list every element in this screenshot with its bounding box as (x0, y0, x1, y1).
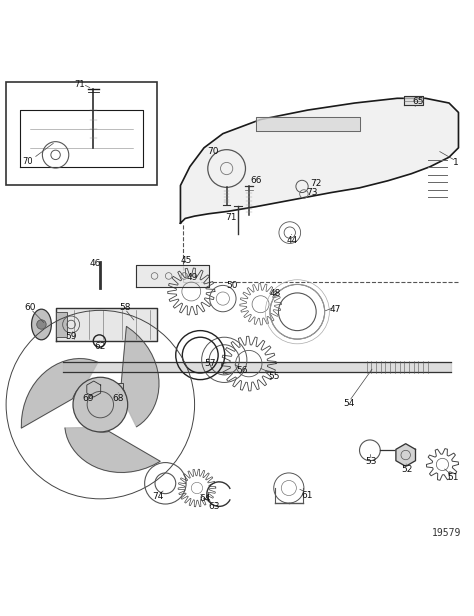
Bar (6, 82, 157, 185)
Text: 66: 66 (250, 176, 262, 185)
Text: 72: 72 (310, 179, 322, 188)
Polygon shape (136, 265, 209, 287)
Text: 61: 61 (301, 491, 312, 500)
Polygon shape (181, 99, 458, 223)
Polygon shape (65, 428, 160, 472)
Text: 51: 51 (447, 473, 458, 482)
Text: 62: 62 (95, 342, 106, 351)
Text: 65: 65 (413, 97, 424, 106)
Text: 63: 63 (209, 503, 220, 511)
Text: 71: 71 (226, 213, 237, 222)
Circle shape (36, 320, 46, 329)
Text: 58: 58 (119, 302, 131, 312)
Text: 73: 73 (307, 188, 318, 197)
Text: 1: 1 (453, 158, 459, 168)
Circle shape (73, 377, 128, 432)
Text: 74: 74 (152, 492, 164, 501)
Text: 47: 47 (329, 305, 341, 314)
Text: 70: 70 (208, 147, 219, 156)
Ellipse shape (32, 309, 51, 340)
Text: 49: 49 (187, 273, 198, 282)
Text: 68: 68 (112, 394, 124, 403)
Text: 56: 56 (236, 366, 247, 375)
Text: 52: 52 (401, 464, 412, 474)
Text: 54: 54 (344, 399, 355, 408)
Text: 59: 59 (65, 332, 77, 341)
Text: 69: 69 (83, 394, 94, 403)
Text: 46: 46 (90, 259, 101, 268)
Text: 53: 53 (365, 457, 377, 466)
Polygon shape (121, 326, 159, 427)
Polygon shape (256, 117, 359, 131)
Text: 48: 48 (270, 290, 282, 298)
Polygon shape (21, 359, 98, 428)
Text: 70: 70 (22, 158, 33, 166)
Polygon shape (87, 381, 100, 397)
Text: 64: 64 (199, 495, 210, 503)
Text: 57: 57 (204, 359, 216, 368)
Text: 44: 44 (287, 236, 298, 245)
Bar (111, 383, 123, 393)
Polygon shape (55, 308, 157, 341)
Text: 55: 55 (268, 372, 280, 381)
Polygon shape (404, 96, 423, 105)
Text: 71: 71 (74, 79, 84, 89)
Text: 50: 50 (227, 281, 238, 290)
Bar (55, 312, 67, 337)
Text: 60: 60 (25, 302, 36, 312)
Text: 19579: 19579 (431, 528, 461, 538)
Polygon shape (396, 444, 416, 466)
Text: 45: 45 (181, 256, 192, 265)
